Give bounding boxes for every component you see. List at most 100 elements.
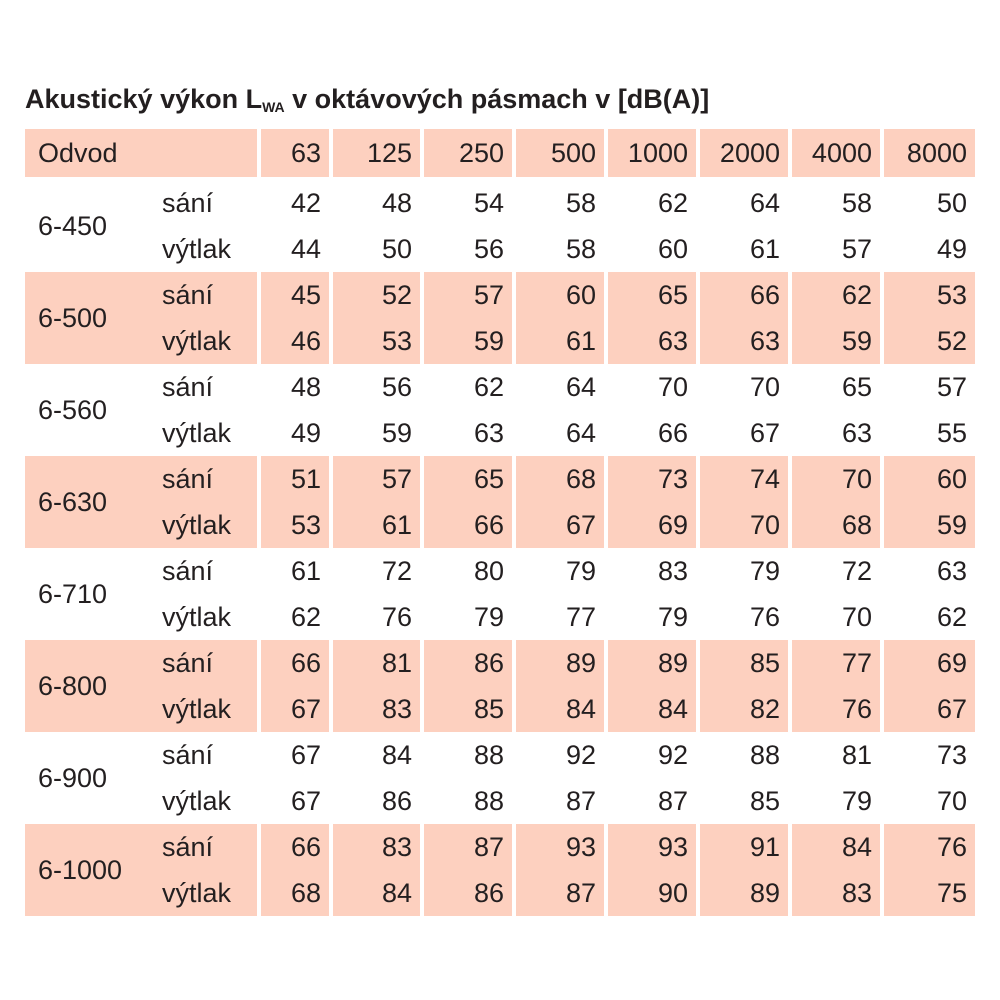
value-sani: 57 <box>473 280 504 310</box>
value-vytlak: 88 <box>473 786 504 816</box>
value-sani: 85 <box>749 648 780 678</box>
title-subscript: WA <box>262 99 285 115</box>
row-type-label: výtlak <box>162 234 232 264</box>
value-cell: 57 55 <box>884 364 975 456</box>
fan-model: 6-450 <box>38 211 108 241</box>
row-label-cell: 6-1000 sání výtlak <box>25 824 257 916</box>
value-vytlak: 84 <box>381 878 412 908</box>
value-vytlak: 87 <box>565 878 596 908</box>
header-band: 4000 <box>792 129 880 177</box>
value-vytlak: 55 <box>936 418 967 448</box>
value-cell: 62 63 <box>424 364 512 456</box>
value-cell: 81 83 <box>333 640 420 732</box>
header-band: 250 <box>424 129 512 177</box>
value-vytlak: 84 <box>657 694 688 724</box>
value-vytlak: 62 <box>290 602 321 632</box>
value-cell: 83 79 <box>608 548 696 640</box>
value-vytlak: 86 <box>473 878 504 908</box>
value-sani: 57 <box>381 464 412 494</box>
value-vytlak: 67 <box>749 418 780 448</box>
value-cell: 89 84 <box>608 640 696 732</box>
value-vytlak: 70 <box>749 510 780 540</box>
value-cell: 51 53 <box>261 456 329 548</box>
value-sani: 60 <box>565 280 596 310</box>
value-cell: 89 84 <box>516 640 604 732</box>
value-sani: 91 <box>749 832 780 862</box>
header-band: 63 <box>261 129 329 177</box>
value-vytlak: 68 <box>841 510 872 540</box>
value-cell: 73 69 <box>608 456 696 548</box>
value-sani: 60 <box>936 464 967 494</box>
header-row: Odvod 63 125 250 500 1000 2000 4000 8000 <box>25 129 977 177</box>
value-sani: 51 <box>290 464 321 494</box>
value-vytlak: 64 <box>565 418 596 448</box>
value-cell: 84 86 <box>333 732 420 824</box>
value-vytlak: 76 <box>841 694 872 724</box>
value-cell: 79 76 <box>700 548 788 640</box>
value-cell: 72 76 <box>333 548 420 640</box>
fan-model: 6-500 <box>38 303 108 333</box>
value-sani: 76 <box>936 832 967 862</box>
value-cell: 66 63 <box>700 272 788 364</box>
value-vytlak: 50 <box>381 234 412 264</box>
row-type-label: sání <box>162 188 214 218</box>
value-cell: 56 59 <box>333 364 420 456</box>
value-sani: 81 <box>381 648 412 678</box>
value-cell: 54 56 <box>424 180 512 272</box>
value-cell: 93 90 <box>608 824 696 916</box>
table-row-group: 6-710 sání výtlak 61 62 72 76 80 79 79 77 83 79 79 76… <box>25 548 977 640</box>
value-cell: 81 79 <box>792 732 880 824</box>
value-vytlak: 90 <box>657 878 688 908</box>
row-type-label: sání <box>162 740 214 770</box>
value-cell: 53 52 <box>884 272 975 364</box>
value-cell: 88 88 <box>424 732 512 824</box>
value-cell: 80 79 <box>424 548 512 640</box>
value-sani: 84 <box>381 740 412 770</box>
value-sani: 80 <box>473 556 504 586</box>
value-vytlak: 61 <box>749 234 780 264</box>
value-cell: 88 85 <box>700 732 788 824</box>
value-sani: 89 <box>657 648 688 678</box>
value-vytlak: 89 <box>749 878 780 908</box>
value-sani: 70 <box>657 372 688 402</box>
value-sani: 61 <box>290 556 321 586</box>
table-row-group: 6-1000 sání výtlak 66 68 83 84 87 86 93 87 93 90 91 8… <box>25 824 977 916</box>
row-label-cell: 6-800 sání výtlak <box>25 640 257 732</box>
value-cell: 61 62 <box>261 548 329 640</box>
value-sani: 54 <box>473 188 504 218</box>
table-row-group: 6-500 sání výtlak 45 46 52 53 57 59 60 61 65 63 66 63… <box>25 272 977 364</box>
table-row-group: 6-800 sání výtlak 66 67 81 83 86 85 89 84 89 84 85 82… <box>25 640 977 732</box>
value-vytlak: 52 <box>936 326 967 356</box>
value-cell: 48 49 <box>261 364 329 456</box>
value-vytlak: 67 <box>290 786 321 816</box>
value-cell: 70 67 <box>700 364 788 456</box>
value-sani: 50 <box>936 188 967 218</box>
value-cell: 65 66 <box>424 456 512 548</box>
value-cell: 72 70 <box>792 548 880 640</box>
value-vytlak: 63 <box>749 326 780 356</box>
fan-model: 6-900 <box>38 763 108 793</box>
value-cell: 50 49 <box>884 180 975 272</box>
value-sani: 56 <box>381 372 412 402</box>
value-cell: 58 57 <box>792 180 880 272</box>
value-vytlak: 86 <box>381 786 412 816</box>
value-vytlak: 75 <box>936 878 967 908</box>
row-type-label: výtlak <box>162 418 232 448</box>
value-cell: 84 83 <box>792 824 880 916</box>
value-sani: 79 <box>565 556 596 586</box>
row-type-label: výtlak <box>162 602 232 632</box>
value-sani: 69 <box>936 648 967 678</box>
fan-model: 6-560 <box>38 395 108 425</box>
row-label-cell: 6-710 sání výtlak <box>25 548 257 640</box>
value-sani: 92 <box>565 740 596 770</box>
value-cell: 67 67 <box>261 732 329 824</box>
value-cell: 93 87 <box>516 824 604 916</box>
value-sani: 65 <box>841 372 872 402</box>
value-vytlak: 79 <box>473 602 504 632</box>
value-sani: 66 <box>749 280 780 310</box>
value-cell: 70 68 <box>792 456 880 548</box>
fan-model: 6-710 <box>38 579 108 609</box>
value-sani: 73 <box>936 740 967 770</box>
value-vytlak: 44 <box>290 234 321 264</box>
table-row-group: 6-900 sání výtlak 67 67 84 86 88 88 92 87 92 87 88 85… <box>25 732 977 824</box>
